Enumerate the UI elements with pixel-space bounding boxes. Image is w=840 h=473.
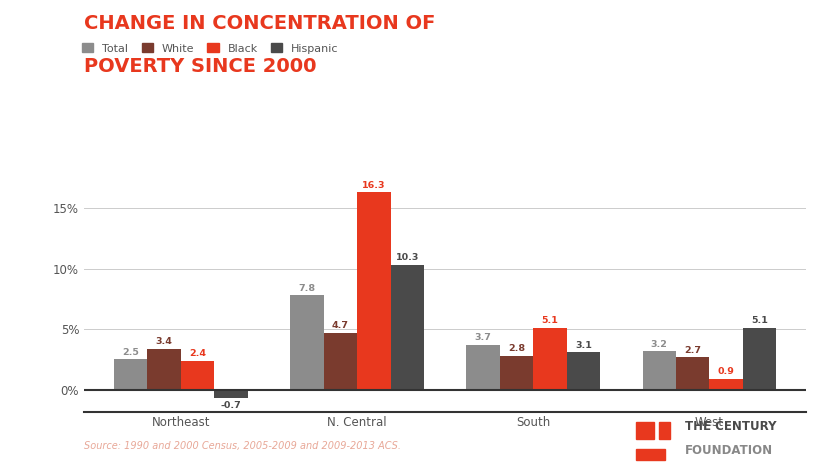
Text: 2.4: 2.4	[189, 349, 206, 358]
Text: 4.7: 4.7	[332, 321, 349, 330]
Text: 3.4: 3.4	[155, 337, 172, 346]
Text: FOUNDATION: FOUNDATION	[685, 444, 773, 457]
Text: 5.1: 5.1	[751, 316, 768, 325]
Bar	[533, 328, 567, 390]
Bar	[214, 390, 248, 398]
Bar	[290, 295, 323, 390]
Text: 2.5: 2.5	[123, 348, 139, 357]
Text: POVERTY SINCE 2000: POVERTY SINCE 2000	[84, 57, 317, 76]
Bar	[181, 360, 214, 390]
Text: 2.7: 2.7	[685, 346, 701, 355]
Text: THE CENTURY: THE CENTURY	[685, 420, 776, 433]
Text: -0.7: -0.7	[221, 401, 241, 410]
Bar	[743, 328, 776, 390]
Bar	[643, 351, 676, 390]
Bar	[357, 192, 391, 390]
Bar	[676, 357, 710, 390]
Bar	[391, 265, 424, 390]
Text: CHANGE IN CONCENTRATION OF: CHANGE IN CONCENTRATION OF	[84, 14, 435, 33]
Bar	[500, 356, 533, 390]
Bar	[567, 352, 601, 390]
Text: 3.1: 3.1	[575, 341, 592, 350]
Bar	[114, 359, 148, 390]
Text: 16.3: 16.3	[362, 181, 386, 190]
Bar	[323, 333, 357, 390]
Text: 2.8: 2.8	[508, 344, 525, 353]
Bar	[466, 345, 500, 390]
Text: 10.3: 10.3	[396, 254, 419, 263]
Text: 0.9: 0.9	[718, 368, 735, 377]
Text: 3.7: 3.7	[475, 333, 491, 342]
Legend: Total, White, Black, Hispanic: Total, White, Black, Hispanic	[82, 43, 339, 53]
Text: 5.1: 5.1	[542, 316, 559, 325]
Text: Source: 1990 and 2000 Census, 2005-2009 and 2009-2013 ACS.: Source: 1990 and 2000 Census, 2005-2009 …	[84, 441, 401, 451]
Bar	[710, 379, 743, 390]
Bar	[148, 349, 181, 390]
Text: 3.2: 3.2	[651, 340, 668, 349]
Text: 7.8: 7.8	[298, 284, 316, 293]
